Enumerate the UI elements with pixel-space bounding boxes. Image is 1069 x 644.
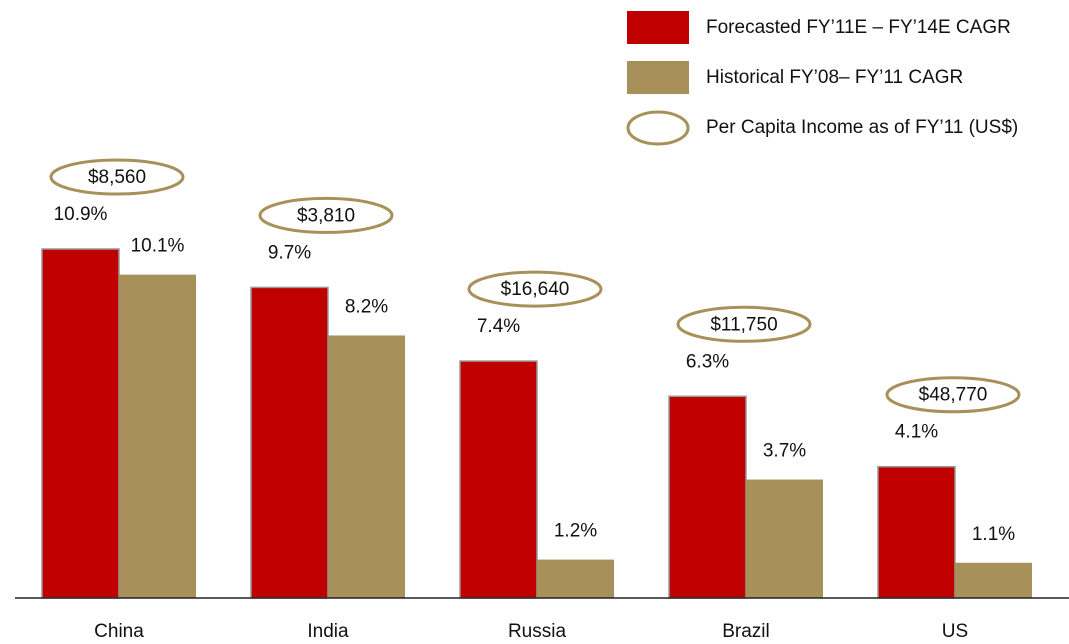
bar — [119, 274, 196, 598]
income-ellipse — [258, 196, 394, 234]
legend-swatch — [627, 61, 689, 94]
bar — [877, 465, 956, 599]
legend-label: Historical FY’08– FY’11 CAGR — [706, 67, 963, 88]
x-tick-label: US — [942, 621, 968, 642]
bar — [250, 286, 329, 599]
x-tick-label: Russia — [508, 621, 567, 642]
income-ellipse — [49, 158, 185, 196]
income-label: $16,640 — [501, 279, 570, 300]
bar — [537, 559, 614, 598]
legend-swatch — [627, 11, 689, 44]
bar — [459, 360, 538, 599]
bar — [328, 335, 405, 598]
income-label: $3,810 — [297, 205, 355, 226]
income-ellipse — [885, 376, 1021, 414]
value-label: 10.1% — [131, 236, 185, 257]
legend-marker — [626, 110, 690, 146]
value-label: 1.1% — [972, 524, 1015, 545]
income-label: $11,750 — [710, 314, 777, 335]
value-label: 1.2% — [554, 521, 597, 542]
x-tick-label: Brazil — [722, 621, 770, 642]
x-tick-label: China — [94, 621, 144, 642]
value-label: 10.9% — [54, 204, 108, 225]
income-label: $8,560 — [88, 167, 146, 188]
bar — [668, 395, 747, 599]
value-label: 7.4% — [477, 316, 520, 337]
income-ellipse — [467, 270, 603, 308]
income-label: $48,770 — [919, 385, 988, 406]
value-label: 3.7% — [763, 441, 806, 462]
income-ellipse — [676, 305, 812, 343]
value-label: 6.3% — [686, 351, 729, 372]
bar — [955, 562, 1032, 598]
x-tick-label: India — [307, 621, 349, 642]
legend-label: Per Capita Income as of FY’11 (US$) — [706, 117, 1018, 138]
value-label: 4.1% — [895, 422, 938, 443]
legend-label: Forecasted FY’11E – FY’14E CAGR — [706, 17, 1011, 38]
value-label: 9.7% — [268, 242, 311, 263]
bar — [41, 248, 120, 599]
bar — [746, 479, 823, 598]
value-label: 8.2% — [345, 296, 388, 317]
